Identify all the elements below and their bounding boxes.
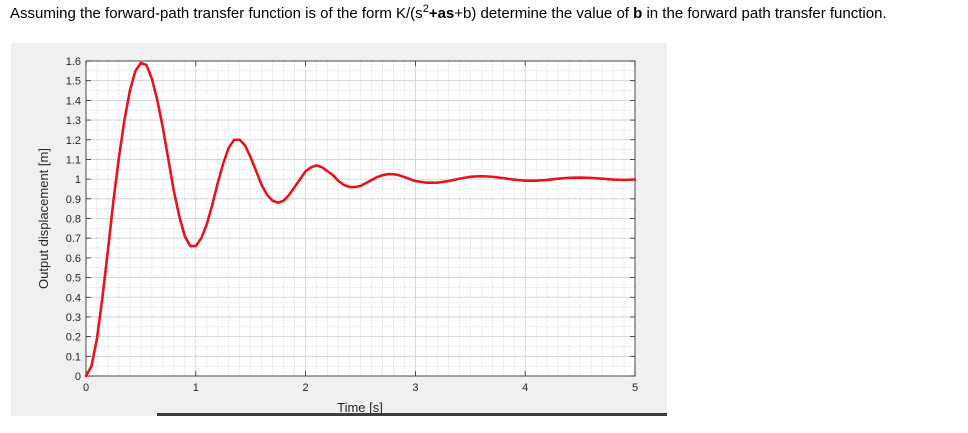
y-tick-label: 0.9 [66,194,81,206]
x-tick-labels: 0 1 2 3 4 5 [83,382,638,394]
question-exponent: 2 [422,3,429,15]
y-tick-labels: 0 0.1 0.2 0.3 0.4 0.5 0.6 0.7 0.8 0.9 1 1.1 1.2 1.3 1.… [66,56,81,383]
y-tick-label: 0.7 [66,233,81,245]
y-tick-label: 0.3 [66,312,81,324]
y-tick-label: 1.6 [66,56,81,68]
y-tick-label: 1.2 [66,135,81,147]
y-tick-label: 0.8 [66,214,81,226]
y-tick-label: 0.1 [66,351,81,363]
y-tick-label: 0 [75,371,81,383]
question-text: Assuming the forward-path transfer funct… [10,3,887,22]
horizontal-scrollbar[interactable] [157,413,667,416]
x-tick-label: 1 [193,382,199,394]
question-term-as: +as [428,5,455,22]
step-response-chart: 0 1 2 3 4 5 0 0.1 0.2 0.3 0.4 0.5 0.6 0.7 0.8 0.9 1 1.1 1… [36,56,638,415]
y-axis-label: Output displacement [m] [36,148,51,289]
y-tick-label: 0.4 [66,292,81,304]
series-line [84,61,637,378]
y-tick-label: 0.6 [66,253,81,265]
x-tick-label: 4 [522,382,528,394]
x-tick-label: 3 [412,382,418,394]
x-axis-label: Time [s] [337,400,383,415]
y-tick-label: 0.2 [66,332,81,344]
question-middle: +b) determine the value of [454,5,634,22]
figure-panel: 0 1 2 3 4 5 0 0.1 0.2 0.3 0.4 0.5 0.6 0.7 0.8 0.9 1 1.1 1… [11,43,667,416]
question-suffix: in the forward path transfer function. [642,5,887,22]
y-tick-label: 1 [75,174,81,186]
y-tick-label: 1.1 [66,154,81,166]
y-tick-label: 0.5 [66,273,81,285]
x-tick-label: 5 [632,382,638,394]
y-tick-label: 1.3 [66,115,81,127]
question-var-b: b [633,5,643,22]
y-tick-label: 1.4 [66,95,81,107]
y-tick-label: 1.5 [66,76,81,88]
x-tick-label: 0 [83,382,89,394]
question-prefix: Assuming the forward-path transfer funct… [10,5,423,22]
tick-marks [85,60,636,377]
x-tick-label: 2 [303,382,309,394]
